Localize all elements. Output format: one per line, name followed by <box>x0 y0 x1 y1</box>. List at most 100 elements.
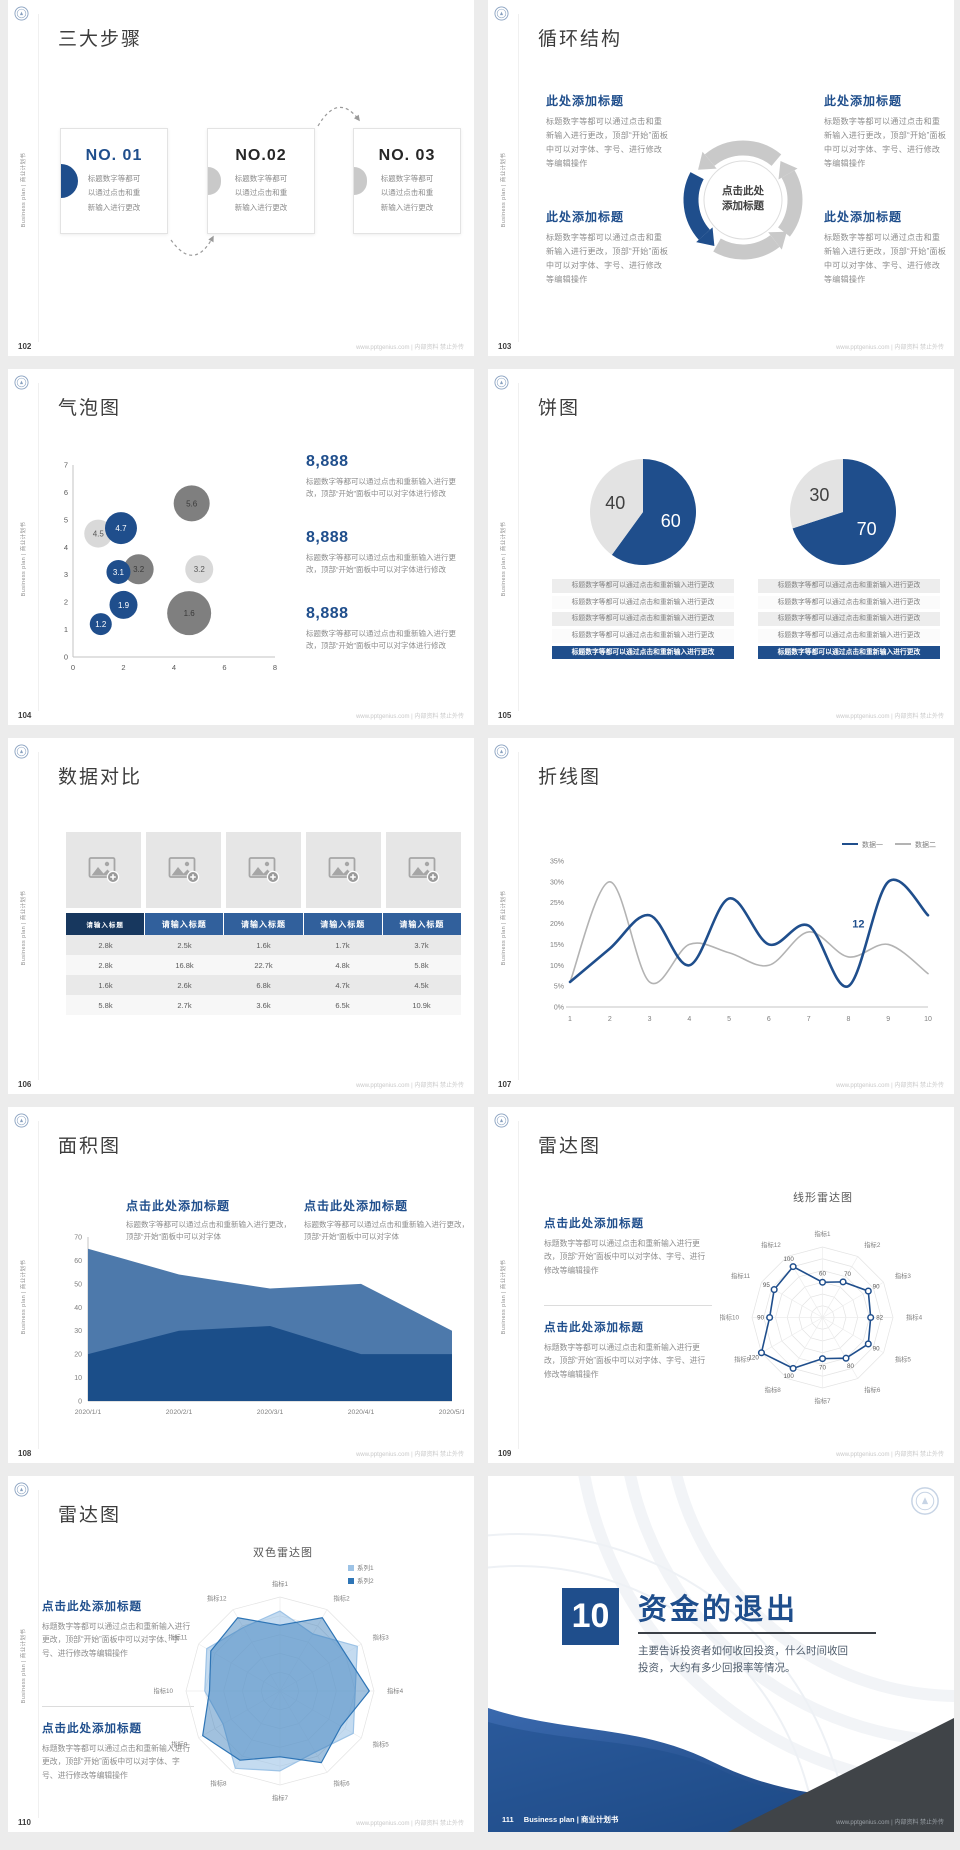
svg-text:指标2: 指标2 <box>334 1593 351 1602</box>
sidebar-divider <box>38 1490 39 1818</box>
cycle-text-block-4: 此处添加标题 标题数字等都可以通过点击和重新输入进行更改，顶部“开始”面板中可以… <box>824 208 948 287</box>
table-cell: 6.5k <box>335 1000 350 1010</box>
svg-text:指标11: 指标11 <box>168 1633 188 1642</box>
svg-text:指标4: 指标4 <box>387 1686 404 1695</box>
svg-text:5%: 5% <box>554 984 564 991</box>
svg-text:50: 50 <box>74 1281 82 1288</box>
legend-item: 数据二 <box>895 840 936 850</box>
svg-text:9: 9 <box>886 1016 890 1023</box>
svg-text:15%: 15% <box>550 942 564 949</box>
svg-text:100: 100 <box>783 1256 794 1263</box>
image-placeholder <box>66 832 141 908</box>
caption-row: 标题数字等都可以通过点击和重新输入进行更改 <box>552 579 734 593</box>
svg-text:20%: 20% <box>550 921 564 928</box>
block-body: 标题数字等都可以通过点击和重新输入进行更改，顶部“开始”面板中可以对字体、字号、… <box>42 1744 191 1780</box>
svg-text:6: 6 <box>222 663 226 672</box>
table-header-cell: 请输入标题 <box>382 913 462 935</box>
slide-title: 气泡图 <box>58 398 122 419</box>
table-cell: 1.7k <box>335 940 350 950</box>
step-body: 标题数字等都可 以通过点击和重 新输入进行更改 <box>234 174 288 212</box>
page-number: 103 <box>498 342 512 351</box>
svg-text:指标11: 指标11 <box>731 1271 751 1280</box>
svg-text:0%: 0% <box>554 1005 564 1012</box>
svg-text:1: 1 <box>568 1016 572 1023</box>
caption-row: 标题数字等都可以通过点击和重新输入进行更改 <box>758 579 940 593</box>
svg-text:3: 3 <box>648 1016 652 1023</box>
half-circle-accent <box>354 167 367 195</box>
svg-text:指标12: 指标12 <box>207 1593 227 1602</box>
bubble-chart: 0 1 2 3 4 5 6 7 0 2 4 6 8 4.5 3.2 3.2 5.6 1.6 4.7 3.1 1.9 1.2 <box>64 461 277 673</box>
cycle-text-block-3: 此处添加标题 标题数字等都可以通过点击和重新输入进行更改，顶部“开始”面板中可以… <box>824 92 948 171</box>
table-cell: 2.6k <box>177 980 192 990</box>
svg-text:30: 30 <box>74 1328 82 1335</box>
page-number: 109 <box>498 1449 512 1458</box>
step-card-2: NO.02 标题数字等都可 以通过点击和重 新输入进行更改 <box>207 128 315 234</box>
stat-value: 8,888 <box>306 605 349 622</box>
svg-text:3: 3 <box>64 570 68 579</box>
area-text-block-1: 点击此处添加标题 标题数字等都可以通过点击和重新输入进行更改，顶部“开始”面板中… <box>126 1197 298 1243</box>
svg-text:指标12: 指标12 <box>761 1240 781 1249</box>
svg-text:指标9: 指标9 <box>734 1354 751 1363</box>
table-cell: 5.8k <box>414 960 429 970</box>
svg-text:90: 90 <box>757 1315 764 1322</box>
block-body: 标题数字等都可以通过点击和重新输入进行更改，顶部“开始”面板中可以对字体、字号、… <box>546 117 669 168</box>
caption-row-highlight: 标题数字等都可以通过点击和重新输入进行更改 <box>758 645 940 660</box>
watermark: www.pptgenius.com | 内部资料 禁止外传 <box>356 1452 464 1458</box>
svg-text:5: 5 <box>64 515 68 524</box>
svg-text:35%: 35% <box>550 859 564 866</box>
add-image-icon <box>168 857 199 884</box>
radar-text-block-2: 点击此处添加标题 标题数字等都可以通过点击和重新输入进行更改，顶部“开始”面板中… <box>42 1720 194 1782</box>
pie-left-caption-list: 标题数字等都可以通过点击和重新输入进行更改 标题数字等都可以通过点击和重新输入进… <box>552 579 734 662</box>
sidebar-divider <box>518 14 519 342</box>
svg-text:2020/4/1: 2020/4/1 <box>348 1409 375 1416</box>
stat-value: 8,888 <box>306 529 349 546</box>
slide-title: 雷达图 <box>538 1136 602 1157</box>
emblem-logo-icon <box>14 6 29 21</box>
svg-text:3.2: 3.2 <box>194 565 206 574</box>
sidebar-divider <box>38 383 39 711</box>
svg-text:90: 90 <box>873 1284 880 1291</box>
sidebar-vertical-text: Business plan | 商业计划书 <box>501 152 507 228</box>
svg-text:5.6: 5.6 <box>186 499 198 508</box>
svg-text:120: 120 <box>748 1354 759 1361</box>
sidebar-vertical-text: Business plan | 商业计划书 <box>21 890 27 966</box>
emblem-logo-icon <box>14 1482 29 1497</box>
slide-104: Business plan | 商业计划书 气泡图 0 1 2 3 4 5 6 7 0 2 4 6 8 4… <box>8 369 474 725</box>
svg-text:10: 10 <box>924 1016 932 1023</box>
block-body: 标题数字等都可以通过点击和重新输入进行更改，顶部“开始”面板中可以对字体 <box>126 1220 291 1241</box>
svg-text:8: 8 <box>273 663 277 672</box>
table-cell: 1.6k <box>256 940 271 950</box>
step-number: NO.02 <box>235 147 287 164</box>
radar-text-block-1: 点击此处添加标题 标题数字等都可以通过点击和重新输入进行更改，顶部“开始”面板中… <box>42 1598 194 1660</box>
stat-block-1: 8,888 标题数字等都可以通过点击和重新输入进行更改，顶部“开始”面板中可以对… <box>306 453 456 500</box>
area-text-block-2: 点击此处添加标题 标题数字等都可以通过点击和重新输入进行更改，顶部“开始”面板中… <box>304 1197 474 1243</box>
section-background-graphics <box>488 1476 954 1832</box>
svg-text:指标4: 指标4 <box>906 1313 923 1322</box>
slide-108: Business plan | 商业计划书 面积图 点击此处添加标题 标题数字等… <box>8 1107 474 1463</box>
table-cell: 3.6k <box>256 1000 271 1010</box>
slide-106: Business plan | 商业计划书 数据对比 请输入标题 请输入标题 请… <box>8 738 474 1094</box>
add-image-icon <box>328 857 359 884</box>
svg-text:2020/5/1: 2020/5/1 <box>439 1409 464 1416</box>
table-cell: 2.8k <box>98 940 113 950</box>
slide-title: 三大步骤 <box>58 29 143 50</box>
watermark: www.pptgenius.com | 内部资料 禁止外传 <box>356 714 464 720</box>
svg-text:40: 40 <box>74 1305 82 1312</box>
svg-text:指标8: 指标8 <box>210 1779 227 1788</box>
svg-text:60: 60 <box>74 1258 82 1265</box>
table-header-cell: 请输入标题 <box>303 913 382 935</box>
table-cell: 22.7k <box>254 960 273 970</box>
svg-text:指标5: 指标5 <box>895 1354 912 1363</box>
legend-label: 系列1 <box>357 1565 374 1572</box>
title-underline <box>638 1632 876 1634</box>
footer-brand: Business plan | 商业计划书 <box>523 1815 619 1824</box>
svg-text:4: 4 <box>687 1016 691 1023</box>
table-cell: 4.8k <box>335 960 350 970</box>
svg-text:40: 40 <box>605 493 625 513</box>
series-1-swatch <box>348 1565 354 1571</box>
radar-text-block-1: 点击此处添加标题 标题数字等都可以通过点击和重新输入进行更改，顶部“开始”面板中… <box>544 1215 712 1277</box>
stat-block-3: 8,888 标题数字等都可以通过点击和重新输入进行更改，顶部“开始”面板中可以对… <box>306 605 456 652</box>
svg-text:2020/1/1: 2020/1/1 <box>75 1409 102 1416</box>
